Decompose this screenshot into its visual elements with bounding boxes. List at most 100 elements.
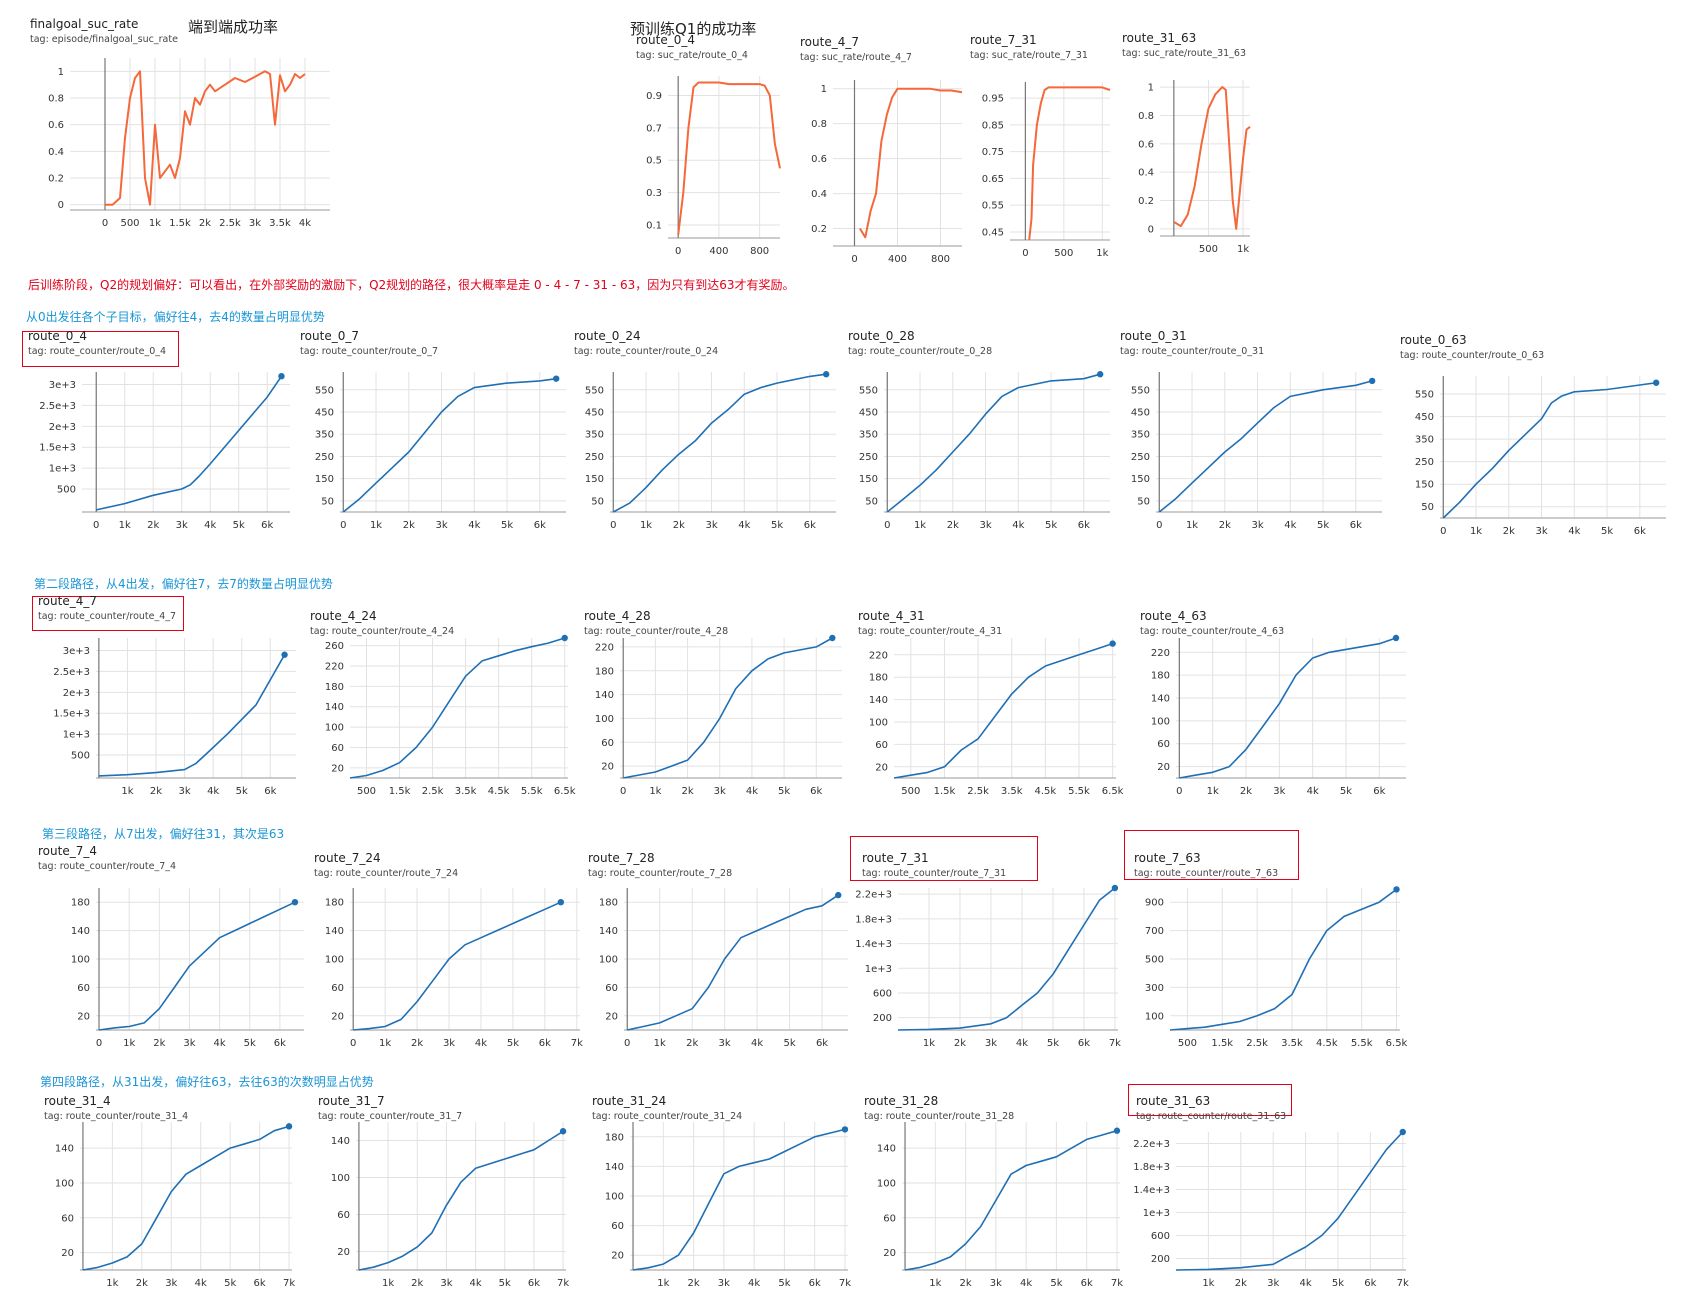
series-line	[1028, 86, 1111, 241]
x-tick-label: 4k	[207, 786, 219, 797]
y-tick-label: 150	[1131, 474, 1150, 485]
highlight-route-4-7	[32, 596, 184, 631]
chart-title: route_4_31	[858, 609, 925, 623]
x-tick-label: 1k	[649, 786, 661, 797]
x-tick-label: 7k	[557, 1278, 569, 1289]
y-tick-label: 350	[315, 430, 334, 441]
x-tick-label: 1k	[1096, 248, 1108, 259]
chart-panel-24: route_31_28 tag: route_counter/route_31_2…	[864, 1094, 1123, 1289]
chart-subtitle: tag: route_counter/route_0_63	[1400, 350, 1544, 361]
y-tick-label: 180	[595, 666, 614, 677]
y-tick-label: 1e+3	[865, 964, 892, 975]
y-tick-label: 0.9	[646, 91, 662, 102]
y-tick-label: 1e+3	[49, 464, 76, 475]
x-tick-label: 4k	[1284, 520, 1296, 531]
y-tick-label: 0	[1148, 224, 1154, 235]
x-tick-label: 4k	[746, 786, 758, 797]
x-tick-label: 1k	[379, 1038, 391, 1049]
x-tick-label: 3k	[1535, 526, 1547, 537]
series-end-point	[285, 1123, 293, 1130]
x-tick-label: 3k	[1267, 1278, 1279, 1289]
y-tick-label: 0.2	[1138, 196, 1154, 207]
y-tick-label: 180	[71, 898, 90, 909]
x-tick-label: 6k	[534, 520, 546, 531]
y-tick-label: 350	[1131, 430, 1150, 441]
chart-title: route_31_63	[1136, 1094, 1210, 1108]
x-tick-label: 2k	[1240, 786, 1252, 797]
y-tick-label: 1.4e+3	[1133, 1185, 1170, 1196]
chart-panel-16: route_7_4 tag: route_counter/route_7_4 20 6…	[38, 844, 304, 1049]
y-tick-label: 100	[325, 955, 344, 966]
y-tick-label: 20	[61, 1248, 74, 1259]
x-tick-label: 5k	[771, 520, 783, 531]
y-tick-label: 200	[873, 1013, 892, 1024]
chart-subtitle: tag: suc_rate/route_7_31	[970, 50, 1088, 61]
series-end-point	[1109, 640, 1116, 647]
x-tick-label: 1k	[123, 1038, 135, 1049]
y-tick-label: 60	[77, 983, 90, 994]
x-tick-label: 4k	[748, 1278, 760, 1289]
chart-subtitle: tag: route_counter/route_4_31	[858, 626, 1002, 637]
y-tick-label: 220	[595, 642, 614, 653]
chart-title: route_7_4	[38, 844, 97, 858]
y-tick-label: 20	[77, 1011, 90, 1022]
y-tick-label: 0.75	[982, 147, 1004, 158]
y-tick-label: 550	[1131, 385, 1150, 396]
x-tick-label: 1k	[654, 1038, 666, 1049]
series-line	[886, 373, 1101, 513]
x-tick-label: 4.5k	[1035, 786, 1057, 797]
chart-subtitle: tag: route_counter/route_0_7	[300, 346, 438, 357]
chart-panel-13: route_4_28 tag: route_counter/route_4_28 2…	[584, 609, 842, 797]
x-tick-label: 4k	[1299, 1278, 1311, 1289]
y-tick-label: 0.6	[48, 120, 64, 131]
y-tick-label: 60	[331, 983, 344, 994]
x-tick-label: 3k	[1251, 520, 1263, 531]
x-tick-label: 2k	[403, 520, 415, 531]
y-tick-label: 100	[331, 1173, 350, 1184]
series-line	[904, 1129, 1118, 1271]
y-tick-label: 140	[325, 702, 344, 713]
x-tick-label: 3k	[985, 1038, 997, 1049]
y-tick-label: 0.4	[1138, 168, 1154, 179]
x-tick-label: 1k	[119, 520, 131, 531]
x-tick-label: 1k	[923, 1038, 935, 1049]
y-tick-label: 50	[591, 496, 604, 507]
series-line	[1175, 1131, 1404, 1271]
row3-note: 第三段路径，从7出发，偏好往31，其次是63	[42, 827, 285, 841]
x-tick-label: 0	[1440, 526, 1446, 537]
y-tick-label: 1e+3	[63, 730, 90, 741]
x-tick-label: 2k	[954, 1038, 966, 1049]
chart-title: route_0_24	[574, 329, 641, 343]
y-tick-label: 140	[605, 1162, 624, 1173]
highlight-route-0-4	[22, 331, 179, 367]
x-tick-label: 6k	[809, 1278, 821, 1289]
y-tick-label: 1.4e+3	[855, 939, 892, 950]
x-tick-label: 500	[357, 786, 376, 797]
x-tick-label: 4k	[751, 1038, 763, 1049]
y-tick-label: 100	[599, 955, 618, 966]
x-tick-label: 5k	[1317, 520, 1329, 531]
x-tick-label: 2k	[136, 1278, 148, 1289]
y-tick-label: 350	[859, 430, 878, 441]
y-tick-label: 140	[325, 926, 344, 937]
chart-subtitle: tag: route_counter/route_7_63	[1134, 868, 1278, 879]
x-tick-label: 400	[709, 246, 728, 257]
x-tick-label: 5k	[236, 786, 248, 797]
x-tick-label: 6k	[810, 786, 822, 797]
y-tick-label: 0.85	[982, 120, 1004, 131]
y-tick-label: 2e+3	[49, 422, 76, 433]
y-tick-label: 2e+3	[63, 688, 90, 699]
x-tick-label: 2.5k	[219, 218, 241, 229]
x-tick-label: 1.5k	[1211, 1038, 1233, 1049]
x-tick-label: 0	[1156, 520, 1162, 531]
y-tick-label: 0.55	[982, 201, 1004, 212]
series-end-point	[841, 1126, 849, 1133]
y-tick-label: 0.2	[48, 174, 64, 185]
y-tick-label: 250	[1131, 452, 1150, 463]
y-tick-label: 450	[1131, 408, 1150, 419]
chart-title: route_0_7	[300, 329, 359, 343]
y-tick-label: 550	[315, 385, 334, 396]
x-tick-label: 500	[1199, 244, 1218, 255]
x-tick-label: 5.5k	[1068, 786, 1090, 797]
y-tick-label: 20	[1157, 762, 1170, 773]
